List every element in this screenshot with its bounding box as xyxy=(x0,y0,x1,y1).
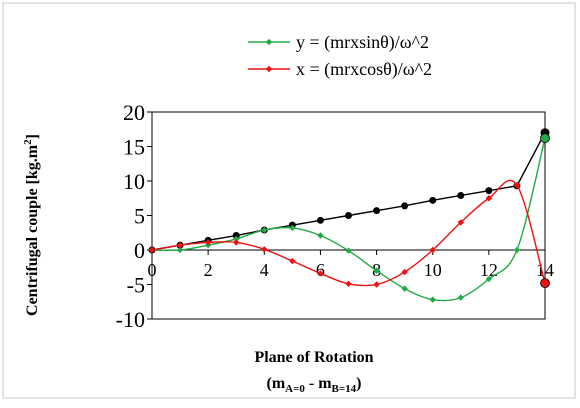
data-point xyxy=(457,191,465,199)
data-point xyxy=(176,241,184,249)
y-axis-title-close: ] xyxy=(24,134,41,139)
x-tick-label: 2 xyxy=(204,260,213,280)
data-point xyxy=(485,195,493,202)
x-tick-label: 10 xyxy=(424,260,442,280)
x-tick-label: 12 xyxy=(480,260,498,280)
data-point xyxy=(345,247,352,254)
data-point xyxy=(540,278,550,289)
x-tick-label: 4 xyxy=(260,260,269,280)
x-tick-label: 0 xyxy=(148,260,157,280)
data-point xyxy=(261,226,268,234)
series-y_component xyxy=(148,133,550,303)
x-axis-title: Plane of Rotation xyxy=(254,349,373,366)
y-axis-ticks: -10 -5 0 5 10 15 20 xyxy=(116,100,152,332)
legend-item-x_component: x = (mrxcosθ)/ω^2 xyxy=(248,59,432,80)
x-subtitle-b-sub: B=14 xyxy=(332,383,357,395)
y-axis-title-main: Centrifugal couple [kg.m xyxy=(24,144,41,316)
y-tick-label: -5 xyxy=(127,273,145,298)
x-subtitle-mid: - m xyxy=(305,375,332,392)
legend-swatch-marker xyxy=(265,38,273,46)
legend-label: x = (mrxcosθ)/ω^2 xyxy=(296,59,432,80)
data-point xyxy=(401,285,408,292)
data-point xyxy=(429,296,436,303)
x-tick-label: 14 xyxy=(536,260,554,280)
series-x_component xyxy=(148,179,550,289)
data-point xyxy=(176,246,184,254)
y-tick-label: -10 xyxy=(116,307,145,332)
data-point xyxy=(401,202,409,210)
series-layer xyxy=(148,128,550,303)
data-point xyxy=(401,268,408,276)
series-magnitude xyxy=(148,128,550,254)
data-point xyxy=(289,257,296,265)
data-point xyxy=(540,133,550,144)
data-point xyxy=(316,216,324,224)
y-axis-title: Centrifugal couple [kg.m2] xyxy=(22,134,41,316)
data-point xyxy=(317,232,324,239)
data-point xyxy=(289,224,296,232)
data-point xyxy=(232,232,240,240)
legend-swatch-marker xyxy=(265,65,273,73)
x-tick-label: 6 xyxy=(316,260,325,280)
data-point xyxy=(513,181,521,189)
data-point xyxy=(429,246,436,254)
data-point xyxy=(373,267,380,274)
x-subtitle-close: ) xyxy=(356,375,361,392)
data-point xyxy=(485,187,493,195)
x-subtitle-open: (m xyxy=(267,375,286,392)
legend: y = (mrxsinθ)/ω^2 x = (mrxcosθ)/ω^2 xyxy=(248,32,432,80)
y-axis-title-sup: 2 xyxy=(22,139,34,145)
y-tick-label: 10 xyxy=(123,169,145,194)
y-tick-label: 0 xyxy=(134,238,145,263)
data-point xyxy=(317,270,324,277)
y-tick-label: 15 xyxy=(123,135,145,160)
data-point xyxy=(148,246,156,254)
data-point xyxy=(457,294,464,301)
x-axis-subtitle: (mA=0 - mB=14) xyxy=(267,375,362,395)
data-point xyxy=(373,207,381,215)
legend-label: y = (mrxsinθ)/ω^2 xyxy=(296,32,429,53)
legend-item-y_component: y = (mrxsinθ)/ω^2 xyxy=(248,32,429,53)
data-point xyxy=(429,196,437,204)
data-point xyxy=(233,235,240,243)
data-point xyxy=(485,275,493,283)
data-point xyxy=(345,280,352,288)
y-tick-label: 20 xyxy=(123,100,145,125)
data-point xyxy=(345,212,352,219)
data-point xyxy=(513,246,521,254)
data-point xyxy=(261,246,268,253)
data-point xyxy=(373,281,380,288)
data-point xyxy=(233,239,240,246)
data-point xyxy=(204,239,212,246)
y-tick-label: 5 xyxy=(134,204,145,229)
data-point xyxy=(457,219,464,226)
x-subtitle-a-sub: A=0 xyxy=(285,383,305,395)
